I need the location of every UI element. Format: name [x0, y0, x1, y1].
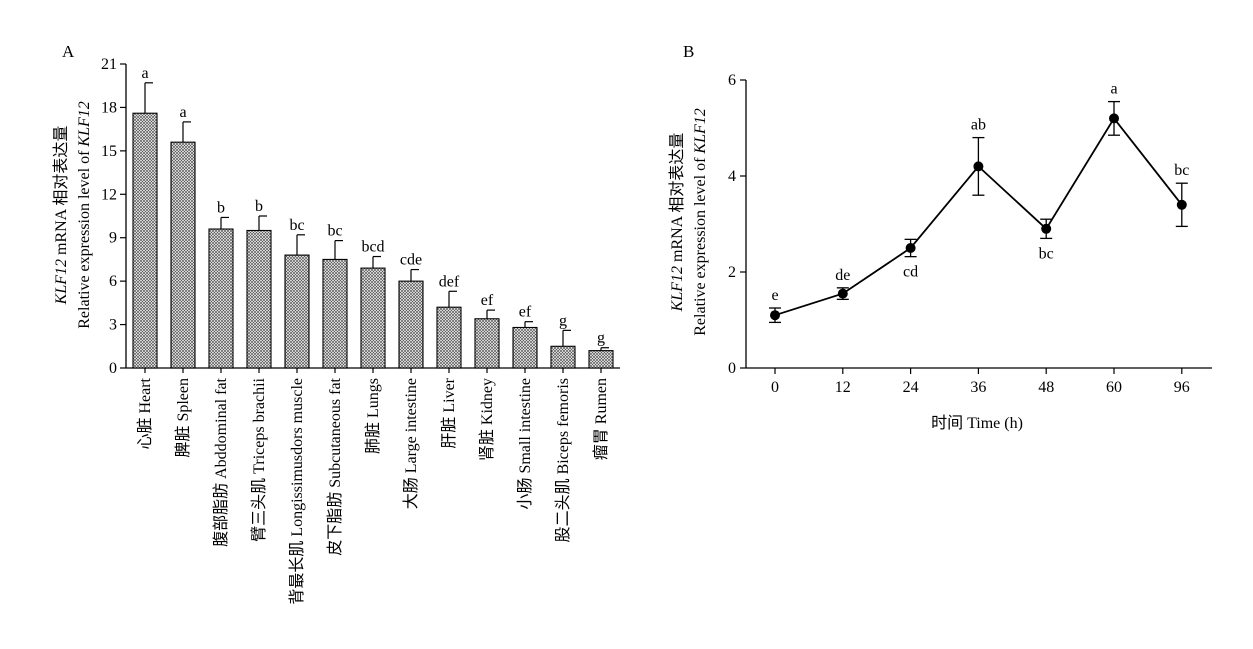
- gene-name-italic: KLF12: [669, 266, 686, 312]
- panel-b-x-tick-label: 0: [771, 379, 779, 396]
- panel-b-data-point: [770, 310, 780, 321]
- panel-a-bar: [588, 350, 614, 369]
- panel-b-data-point: [1109, 113, 1119, 124]
- panel-a-bar: [474, 318, 500, 369]
- panel-a-x-tick-label: 心脏 Heart: [136, 377, 154, 449]
- panel-a-y-tick-label: 9: [109, 230, 117, 247]
- panel-a-x-tick-label: 皮下脂肪 Subcutaneous fat: [326, 377, 344, 555]
- panel-b-x-tick-label: 24: [903, 379, 919, 396]
- y-label-rest: mRNA 相对表达量: [668, 133, 686, 266]
- panel-b-y-label-line1: KLF12 mRNA 相对表达量: [668, 133, 686, 313]
- panel-a-letter: A: [62, 42, 75, 61]
- panel-a-x-tick-label: 臂三头肌 Triceps brachii: [250, 377, 268, 541]
- y-label-plain: Relative expression level of: [692, 154, 709, 336]
- panel-b-series: e de cd ab bc a bc: [769, 81, 1189, 324]
- panel-a-significance-label: a: [141, 65, 148, 82]
- panel-a-y-label-line2: Relative expression level of KLF12: [76, 101, 93, 329]
- panel-a-bar: [132, 112, 158, 369]
- panel-a-y-tick-label: 15: [101, 143, 117, 160]
- panel-a-significance-label: def: [439, 273, 460, 290]
- panel-a-y-tick-label: 0: [109, 360, 117, 377]
- panel-b-data-point: [837, 288, 848, 299]
- panel-a-bar: [246, 229, 272, 369]
- panel-b-letter: B: [683, 42, 694, 61]
- panel-b-significance-label: e: [771, 287, 778, 304]
- panel-a-significance-label: b: [255, 198, 263, 215]
- panel-b-data-point: [1041, 223, 1052, 234]
- panel-a-x-tick-label: 股二头肌 Biceps femoris: [554, 378, 572, 542]
- panel-b-y-tick-label: 2: [728, 264, 736, 281]
- panel-a-chart: A KLF12 mRNA 相对表达量 Relative expression le…: [52, 42, 620, 605]
- panel-a-y-tick-label: 18: [101, 99, 117, 116]
- panel-a-bar: [436, 306, 462, 369]
- panel-a-significance-label: bcd: [361, 239, 384, 256]
- panel-a-bar: [170, 141, 196, 369]
- panel-a-bar: [322, 258, 348, 369]
- panel-b-x-tick-label: 12: [835, 379, 851, 396]
- panel-b-x-tick-label: 96: [1174, 379, 1190, 396]
- panel-b-y-tick-label: 6: [728, 72, 736, 89]
- panel-a-x-tick-labels: 心脏 Heart 脾脏 Spleen 腹部脂肪 Abddominal fat 臂三头肌…: [136, 368, 610, 605]
- panel-b-x-axis-label: 时间 Time (h): [931, 414, 1023, 432]
- panel-b-significance-label: de: [835, 267, 850, 284]
- panel-b-data-point: [905, 243, 916, 253]
- panel-b-y-tick-label: 4: [728, 168, 736, 185]
- panel-a-y-axis-label: KLF12 mRNA 相对表达量 Relative expression leve…: [52, 101, 93, 329]
- panel-b-significance-label: a: [1110, 81, 1117, 98]
- panel-a-x-tick-label: 背最长肌 Longissimusdors muscle: [288, 378, 306, 605]
- gene-name-italic: KLF12: [692, 108, 709, 154]
- panel-a-y-label-line1: KLF12 mRNA 相对表达量: [52, 126, 70, 306]
- panel-a-x-tick-label: 脾脏 Spleen: [174, 378, 192, 458]
- panel-a-significance-label: bc: [327, 223, 342, 240]
- panel-a-significance-label: cde: [400, 252, 422, 269]
- panel-a-significance-label: ef: [481, 292, 494, 309]
- panel-a-significance-label: g: [597, 330, 605, 347]
- panel-b-y-tick-label: 0: [728, 360, 736, 377]
- panel-a-x-tick-label: 肺脏 Lungs: [364, 378, 382, 454]
- panel-a-bar: [360, 267, 386, 369]
- panel-b-significance-label: bc: [1174, 162, 1189, 179]
- panel-b-significance-label: cd: [903, 264, 918, 281]
- panel-a-y-ticks: 0 3 6 9 12 15 18 21: [101, 56, 126, 377]
- panel-a-bar: [284, 254, 310, 369]
- panel-b-data-point: [1176, 199, 1187, 210]
- panel-a-x-tick-label: 腹部脂肪 Abddominal fat: [212, 377, 230, 546]
- panel-a-y-tick-label: 21: [101, 56, 117, 73]
- panel-a-x-tick-label: 大肠 Large intestine: [402, 378, 420, 509]
- gene-name-italic: KLF12: [53, 259, 70, 305]
- panel-b-y-axis-label: KLF12 mRNA 相对表达量 Relative expression leve…: [668, 108, 709, 336]
- y-label-rest: mRNA 相对表达量: [52, 126, 70, 259]
- gene-name-italic: KLF12: [76, 101, 93, 147]
- panel-b-chart: B KLF12 mRNA 相对表达量 Relative expression le…: [668, 42, 1212, 432]
- panel-b-x-tick-label: 48: [1038, 379, 1054, 396]
- y-label-plain: Relative expression level of: [76, 147, 93, 329]
- panel-a-bar: [398, 280, 424, 369]
- panel-a-significance-label: b: [217, 199, 225, 216]
- panel-a-bar: [512, 326, 538, 369]
- panel-b-data-point: [973, 161, 984, 172]
- panel-b-x-tick-label: 60: [1106, 379, 1122, 396]
- panel-a-x-tick-label: 瘤胃 Rumen: [592, 378, 610, 460]
- panel-a-y-tick-label: 12: [101, 186, 117, 203]
- panel-b-significance-label: bc: [1039, 245, 1054, 262]
- panel-a-significance-label: a: [179, 104, 186, 121]
- panel-b-y-label-line2: Relative expression level of KLF12: [692, 108, 709, 336]
- panel-a-significance-label: bc: [289, 217, 304, 234]
- panel-a-y-tick-label: 6: [109, 273, 117, 290]
- panel-a-x-tick-label: 小肠 Small intestine: [516, 378, 534, 510]
- panel-a-y-tick-label: 3: [109, 317, 117, 334]
- panel-a-x-tick-label: 肾脏 Kidney: [478, 378, 496, 461]
- panel-a-significance-label: ef: [519, 304, 532, 321]
- panel-a-x-tick-label: 肝脏 Liver: [440, 377, 458, 448]
- panel-b-x-tick-label: 36: [970, 379, 986, 396]
- panel-a-significance-label: g: [559, 312, 567, 329]
- panel-a-bar: [550, 345, 576, 369]
- panel-a-bar: [208, 228, 234, 369]
- panel-b-significance-label: ab: [971, 117, 986, 134]
